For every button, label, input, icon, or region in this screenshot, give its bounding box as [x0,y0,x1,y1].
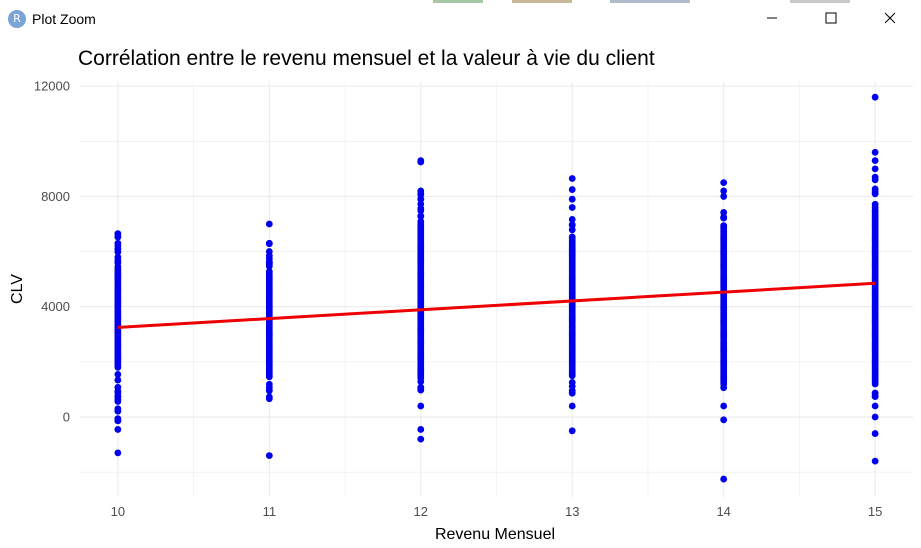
x-tick-label: 15 [868,504,882,519]
data-point [417,187,425,195]
data-point [417,158,425,166]
data-point [417,217,425,225]
minimize-button[interactable] [749,0,795,36]
data-point [568,233,576,241]
data-point [114,239,122,247]
data-point [265,380,273,388]
y-tick-label: 4000 [41,299,70,314]
data-point [720,475,728,483]
scatter-chart: Corrélation entre le revenu mensuel et l… [9,47,913,543]
data-point [568,402,576,410]
x-tick-label: 13 [565,504,579,519]
data-point [871,402,879,410]
background-window-strip [610,0,690,3]
x-tick-labels: 10 11 12 13 14 15 [111,504,883,519]
data-point [871,157,879,164]
r-logo-icon: R [8,10,26,28]
data-point [265,452,273,460]
data-point [871,148,879,156]
data-point [265,373,273,381]
data-point [871,176,879,184]
data-point [417,207,425,215]
data-point [417,383,425,391]
data-point [871,185,879,193]
y-tick-label: 12000 [34,79,70,94]
data-point [720,416,728,424]
data-point [114,426,122,433]
data-point [871,93,879,101]
data-point [720,193,728,200]
data-point [265,239,273,247]
x-tick-label: 11 [263,504,277,519]
data-point [568,186,576,193]
data-point [720,214,728,222]
data-point [871,393,879,400]
data-point [720,187,728,195]
data-point [417,195,425,203]
data-point [568,389,576,397]
data-point [417,200,425,208]
data-point [568,204,576,211]
data-point [114,253,122,261]
data-point [265,393,273,401]
x-tick-label: 14 [716,504,730,519]
close-button[interactable] [867,0,913,36]
y-tick-label: 0 [63,410,70,425]
data-point [265,220,273,228]
data-point [568,221,576,229]
data-point [417,378,425,385]
data-point [720,402,728,410]
data-point [265,268,273,275]
background-window-strip [433,0,483,3]
data-point [114,393,122,400]
data-point [417,426,425,433]
data-point [114,417,122,425]
data-point [871,165,879,173]
maximize-icon [825,12,837,24]
data-point [114,371,122,378]
data-point [720,179,728,187]
data-point [568,427,576,435]
data-point [720,222,728,230]
x-tick-label: 10 [111,504,125,519]
data-point [114,449,122,457]
data-point [568,175,576,182]
data-point [568,215,576,223]
data-point [871,413,879,421]
data-point [114,383,122,391]
data-point [417,402,425,410]
data-point [265,259,273,267]
data-point [114,405,122,413]
data-points [114,93,879,483]
data-point [114,263,122,270]
window-title: Plot Zoom [32,11,96,27]
close-icon [884,12,896,24]
window-titlebar: R Plot Zoom [0,0,921,38]
y-axis-label: CLV [9,274,26,304]
minimize-icon [767,17,777,19]
data-point [871,457,879,465]
maximize-button[interactable] [808,0,854,36]
x-tick-label: 12 [414,504,428,519]
data-point [417,212,425,220]
y-tick-label: 8000 [41,189,70,204]
data-point [114,230,122,238]
y-tick-labels: 0 4000 8000 12000 [34,79,70,425]
trend-line [117,281,876,329]
data-point [114,398,122,405]
data-point [568,195,576,203]
data-point [871,430,879,437]
data-point [417,435,425,443]
data-point [114,245,122,253]
chart-title: Corrélation entre le revenu mensuel et l… [78,47,655,70]
data-point [720,384,728,392]
data-point [871,200,879,208]
background-window-strip [790,0,850,3]
background-window-strip [512,0,572,3]
data-point [720,209,728,216]
x-axis-label: Revenu Mensuel [435,526,555,543]
data-point [265,248,273,255]
data-point [114,376,122,384]
data-point [568,382,576,390]
